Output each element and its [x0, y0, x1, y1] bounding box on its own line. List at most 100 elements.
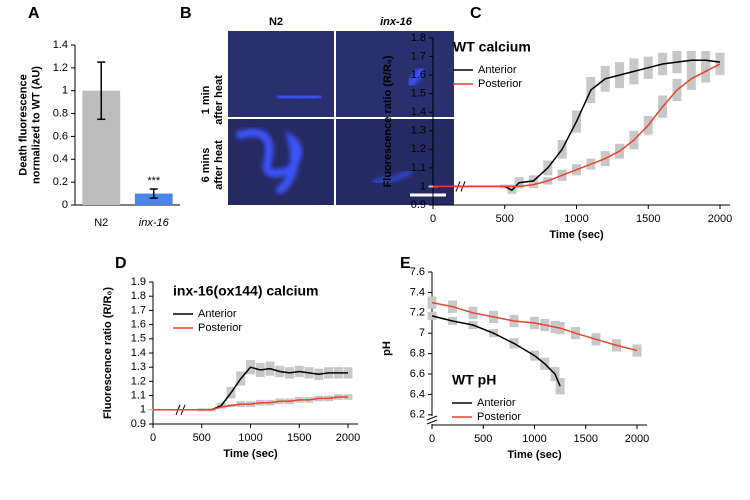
y-tick-label: 1.5: [131, 333, 146, 345]
x-tick-label: 500: [193, 432, 211, 444]
legend-label: Anterior: [478, 64, 517, 76]
y-tick-label: 0.2: [53, 176, 68, 188]
x-tick-label: 1000: [564, 213, 588, 225]
panel-label: B: [180, 5, 192, 22]
y-tick-label: 0.4: [53, 153, 68, 165]
row-label: 6 mins: [200, 148, 212, 183]
y-tick-label: 1.4: [411, 106, 426, 118]
x-tick-label: 500: [474, 433, 492, 445]
x-axis-label: Time (sec): [507, 449, 562, 461]
x-tick-label: 500: [496, 213, 514, 225]
x-tick-label: inx-16: [139, 217, 170, 229]
y-tick-label: 6.2: [410, 409, 425, 421]
x-tick-label: 2000: [708, 213, 732, 225]
worm: [372, 169, 413, 185]
axis-break: [426, 415, 438, 421]
y-tick-label: 0.9: [131, 418, 146, 430]
y-tick-label: 1.9: [131, 276, 146, 288]
x-tick-label: 0: [429, 433, 435, 445]
image: [336, 119, 454, 205]
y-axis-label: Death fluorescence: [17, 74, 29, 175]
y-tick-label: 7.6: [410, 266, 425, 278]
worm: [236, 128, 302, 194]
x-axis-label: Time (sec): [223, 448, 278, 460]
y-tick-label: 1: [140, 404, 146, 416]
x-tick-label: 0: [430, 213, 436, 225]
y-tick-label: 7.2: [410, 307, 425, 319]
x-axis-label: Time (sec): [549, 229, 604, 241]
series-line: [431, 301, 638, 352]
series-line: [431, 315, 561, 387]
x-tick-label: 1500: [636, 213, 660, 225]
legend-label: Anterior: [198, 308, 237, 320]
series-line: [433, 59, 721, 192]
annotation: ***: [147, 175, 161, 187]
y-tick-label: 1.4: [53, 39, 68, 51]
x-tick-label: 1500: [574, 433, 598, 445]
y-axis-label: Fluorescence ratio (R/R₀): [382, 55, 394, 187]
legend-label: Anterior: [477, 397, 516, 409]
column-label: N2: [269, 16, 283, 28]
worm: [406, 66, 426, 88]
y-tick-label: 1.5: [411, 88, 426, 100]
panel-b: B N2 inx-16 1 min after heat 6 mins afte…: [180, 5, 454, 205]
worm: [276, 92, 322, 102]
axis-break: [427, 416, 437, 424]
image: [336, 31, 454, 117]
legend-label: Posterior: [478, 78, 522, 90]
y-tick-label: 1.2: [53, 62, 68, 74]
x-tick-label: 1000: [522, 433, 546, 445]
y-tick-label: 1.1: [131, 390, 146, 402]
x-tick-label: 2000: [625, 433, 649, 445]
y-tick-label: 1.4: [131, 347, 146, 359]
series-line: [153, 396, 348, 411]
y-tick-label: 1.3: [411, 125, 426, 137]
panel-label: E: [400, 255, 411, 272]
chart-title: WT calcium: [453, 39, 531, 55]
x-tick-label: 1000: [238, 432, 262, 444]
y-tick-label: 1.8: [411, 32, 426, 44]
axis-break: [426, 419, 438, 425]
row-label: after heat: [213, 75, 225, 125]
y-tick-label: 1.2: [131, 375, 146, 387]
y-tick-label: 0: [62, 199, 68, 211]
row-label: after heat: [213, 140, 225, 190]
panel-label: C: [470, 5, 482, 22]
y-tick-label: 1: [62, 85, 68, 97]
legend-label: Posterior: [198, 322, 242, 334]
y-tick-label: 0.9: [411, 199, 426, 211]
y-tick-label: 1.7: [411, 50, 426, 62]
y-tick-label: 1.7: [131, 304, 146, 316]
y-tick-label: 7: [419, 327, 425, 339]
y-tick-label: 1: [420, 180, 426, 192]
y-tick-label: 7.4: [410, 286, 425, 298]
y-tick-label: 1.8: [131, 290, 146, 302]
x-tick-label: 0: [150, 432, 156, 444]
chart-title: inx-16(ox144) calcium: [173, 283, 319, 299]
legend-label: Posterior: [477, 411, 521, 423]
chart-title: WT pH: [452, 372, 496, 388]
y-tick-label: 1.6: [411, 69, 426, 81]
y-axis-label: normalized to WT (AU): [30, 66, 42, 184]
image: [228, 31, 334, 117]
y-tick-label: 1.3: [131, 361, 146, 373]
x-tick-label: 2000: [336, 432, 360, 444]
y-tick-label: 1.2: [411, 143, 426, 155]
y-tick-label: 1.1: [411, 162, 426, 174]
y-tick-label: 0.6: [53, 130, 68, 142]
row-label: 1 min: [200, 85, 212, 114]
panel-label: A: [28, 5, 40, 22]
x-tick-label: N2: [94, 217, 108, 229]
y-tick-label: 0.8: [53, 107, 68, 119]
y-tick-label: 6.8: [410, 348, 425, 360]
y-tick-label: 1.6: [131, 319, 146, 331]
y-tick-label: 6.4: [410, 388, 425, 400]
series-line: [433, 63, 721, 188]
y-tick-label: 6.6: [410, 368, 425, 380]
y-axis-label: pH: [381, 341, 393, 356]
x-tick-label: 1500: [287, 432, 311, 444]
bar: [134, 193, 173, 205]
column-label: inx-16: [380, 16, 413, 28]
panel-label: D: [115, 255, 127, 272]
